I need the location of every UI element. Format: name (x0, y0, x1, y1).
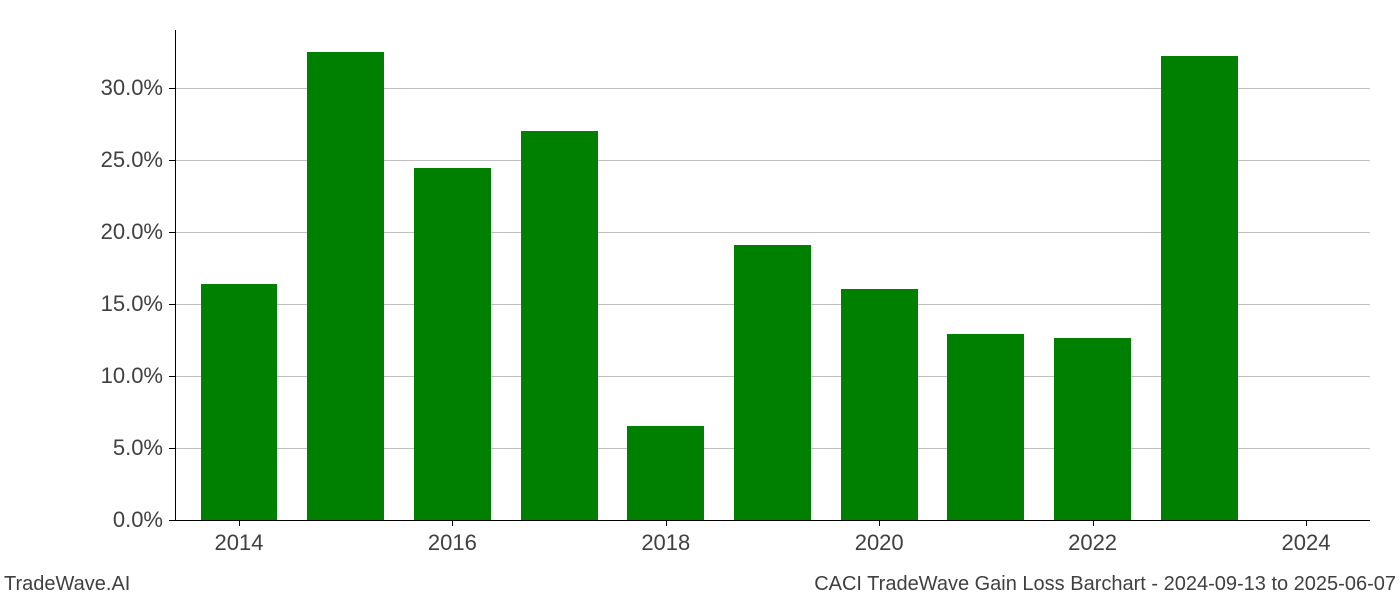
y-tick-label: 10.0% (63, 363, 163, 389)
chart-container: 0.0% 5.0% 10.0% 15.0% 20.0% 25.0% 30.0% 2014 201… (0, 0, 1400, 600)
footer-left-text: TradeWave.AI (4, 573, 130, 596)
y-tick-label: 15.0% (63, 291, 163, 317)
bar (521, 131, 598, 520)
x-tick-label: 2022 (1068, 530, 1117, 556)
bar (307, 52, 384, 520)
y-tick-label: 5.0% (63, 435, 163, 461)
y-tick-label: 0.0% (63, 507, 163, 533)
x-tick-label: 2018 (641, 530, 690, 556)
bar (734, 245, 811, 520)
bar (1161, 56, 1238, 520)
footer-right-text: CACI TradeWave Gain Loss Barchart - 2024… (814, 573, 1396, 596)
bar (201, 284, 278, 520)
bar (1054, 338, 1131, 520)
y-axis-line (175, 30, 176, 520)
y-tick-label: 25.0% (63, 147, 163, 173)
x-tick-label: 2016 (428, 530, 477, 556)
bar (947, 334, 1024, 520)
bar (841, 289, 918, 520)
x-tick-label: 2020 (855, 530, 904, 556)
x-tick-label: 2024 (1281, 530, 1330, 556)
plot-area: 0.0%5.0%10.0%15.0%20.0%25.0%30.0%2014201… (175, 30, 1370, 520)
y-tick-label: 20.0% (63, 219, 163, 245)
x-axis-line (175, 520, 1370, 521)
y-tick-label: 30.0% (63, 75, 163, 101)
x-tick-label: 2014 (215, 530, 264, 556)
bar (627, 426, 704, 520)
bar (414, 168, 491, 520)
